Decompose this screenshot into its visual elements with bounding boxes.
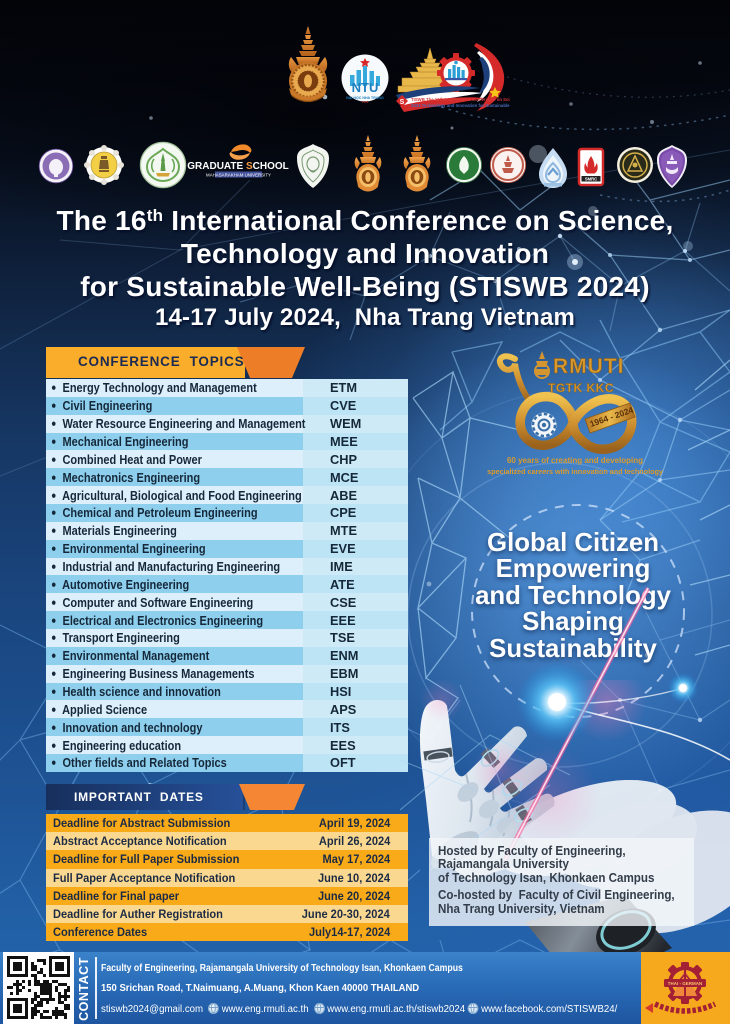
svg-text:ĐẠI HỌC NHA TRANG: ĐẠI HỌC NHA TRANG — [346, 96, 384, 100]
svg-text:TGTK KKC: TGTK KKC — [548, 381, 614, 395]
svg-text:RMUTI: RMUTI — [553, 355, 625, 378]
svg-text:GRADUATE SCHOOL: GRADUATE SCHOOL — [187, 161, 288, 172]
svg-text:THAI - GERMAN: THAI - GERMAN — [668, 981, 703, 986]
svg-text:specialized careers with innov: specialized careers with innovation and … — [487, 467, 663, 476]
svg-text:60 years of creating and deve: 60 years of creating and developing — [507, 456, 643, 465]
svg-text:NTU: NTU — [352, 80, 379, 95]
svg-text:MAHASARAKHAM UNIVERSITY: MAHASARAKHAM UNIVERSITY — [206, 172, 271, 177]
svg-text:TISWB The 16th International C: TISWB The 16th International Conference … — [411, 97, 510, 102]
svg-text:SMRC: SMRC — [585, 177, 597, 182]
svg-text:S: S — [400, 99, 405, 106]
svg-text:2024 Technology and Innovation: 2024 Technology and Innovation for Susta… — [411, 103, 510, 108]
svg-text:1959: 1959 — [362, 100, 369, 104]
